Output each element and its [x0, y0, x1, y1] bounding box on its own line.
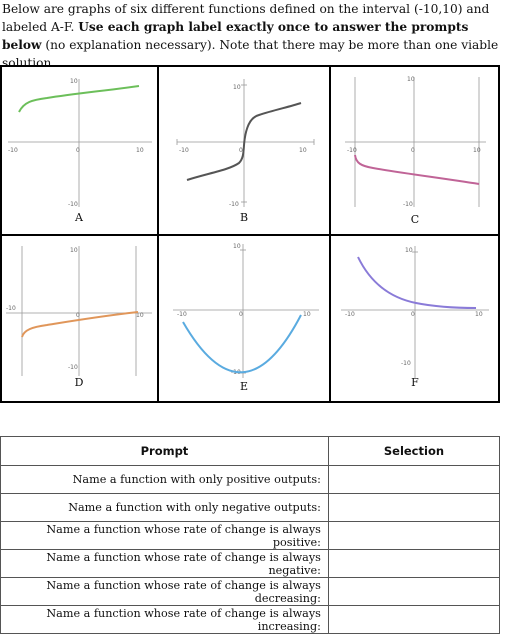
tick-label: 10: [233, 84, 241, 91]
tick-label: 0: [411, 147, 415, 154]
curve-f: [357, 256, 477, 309]
graph-cell-e: 10 -10 -10 0 10 E: [159, 236, 329, 403]
instructions-line1: Below are graphs of six different functi…: [2, 2, 490, 34]
selection-cell[interactable]: [327, 521, 501, 550]
tick-label: 10: [407, 76, 415, 83]
tick-label: 0: [239, 147, 243, 154]
tick-label: -10: [401, 360, 411, 367]
tick-label: 0: [76, 312, 80, 319]
graph-label-e: E: [239, 380, 249, 393]
prompt-text: Name a function whose rate of change is …: [0, 549, 329, 578]
table-row: Name a function whose rate of change is …: [0, 549, 501, 578]
tick-label: -10: [403, 201, 413, 208]
header-selection: Selection: [327, 436, 501, 466]
graph-label-b: B: [239, 211, 249, 224]
table-row: Name a function with only positive outpu…: [0, 465, 501, 494]
tick-label: -10: [6, 305, 16, 312]
graph-label-f: F: [411, 376, 419, 389]
graph-b: 10 -10 -10 0 10: [176, 79, 315, 208]
table-row: Name a function whose rate of change is …: [0, 577, 501, 606]
tick-label: 10: [405, 247, 413, 254]
graph-a: 10 -10 -10 0 10: [8, 78, 152, 208]
selection-cell[interactable]: [327, 577, 501, 606]
table-row: Name a function whose rate of change is …: [0, 605, 501, 634]
tick-label: 10: [136, 147, 144, 154]
tick-label: 10: [473, 147, 481, 154]
tick-label: -10: [179, 147, 189, 154]
graph-grid: 10 -10 -10 0 10 A 10 -10 -10 0 10: [0, 65, 500, 403]
tick-label: 0: [239, 311, 243, 318]
curve-d: [21, 311, 139, 338]
selection-cell[interactable]: [327, 465, 501, 494]
tick-label: -10: [177, 311, 187, 318]
curve-a: [18, 85, 140, 113]
curve-c: [354, 154, 480, 185]
graph-c: 10 -10 -10 0 10: [345, 76, 486, 208]
prompt-text: Name a function whose rate of change is …: [0, 577, 329, 606]
tick-label: -10: [8, 147, 18, 154]
selection-cell[interactable]: [327, 605, 501, 634]
table-row: Name a function with only negative outpu…: [0, 493, 501, 522]
prompt-table: Prompt Selection Name a function with on…: [0, 436, 501, 634]
graph-f: 10 -10 -10 0 10: [341, 246, 489, 378]
prompt-text: Name a function whose rate of change is …: [0, 605, 329, 634]
instructions: Below are graphs of six different functi…: [2, 0, 508, 72]
tick-label: 10: [70, 247, 78, 254]
tick-label: -10: [68, 201, 78, 208]
graph-label-c: C: [410, 213, 420, 226]
tick-label: 0: [76, 147, 80, 154]
graph-label-a: A: [75, 211, 83, 224]
selection-cell[interactable]: [327, 549, 501, 578]
tick-label: -10: [229, 201, 239, 208]
tick-label: -10: [68, 364, 78, 371]
graph-cell-a: 10 -10 -10 0 10 A: [2, 67, 157, 234]
tick-label: -10: [347, 147, 357, 154]
graph-cell-f: 10 -10 -10 0 10 F: [331, 236, 498, 403]
tick-label: 10: [136, 312, 144, 319]
graph-e: 10 -10 -10 0 10: [173, 243, 319, 378]
prompt-text: Name a function whose rate of change is …: [0, 521, 329, 550]
graph-cell-d: 10 -10 -10 0 10 D: [2, 236, 157, 403]
tick-label: -10: [345, 311, 355, 318]
table-row: Name a function whose rate of change is …: [0, 521, 501, 550]
prompt-text: Name a function with only negative outpu…: [0, 493, 329, 522]
selection-cell[interactable]: [327, 493, 501, 522]
graph-cell-b: 10 -10 -10 0 10 B: [159, 67, 329, 234]
prompt-text: Name a function with only positive outpu…: [0, 465, 329, 494]
tick-label: 0: [411, 311, 415, 318]
header-prompt: Prompt: [0, 436, 329, 466]
tick-label: 10: [299, 147, 307, 154]
graph-label-d: D: [74, 376, 84, 389]
curve-e: [182, 314, 302, 374]
tick-label: 10: [303, 311, 311, 318]
tick-label: 10: [475, 311, 483, 318]
graph-d: 10 -10 -10 0 10: [6, 246, 152, 376]
table-header-row: Prompt Selection: [0, 436, 501, 466]
graph-cell-c: 10 -10 -10 0 10 C: [331, 67, 498, 234]
curve-b: [186, 102, 302, 181]
instructions-bold: Use each graph label exactly once to ans…: [2, 20, 469, 52]
grid-divider: [2, 234, 498, 236]
tick-label: 10: [70, 78, 78, 85]
tick-label: 10: [233, 243, 241, 250]
